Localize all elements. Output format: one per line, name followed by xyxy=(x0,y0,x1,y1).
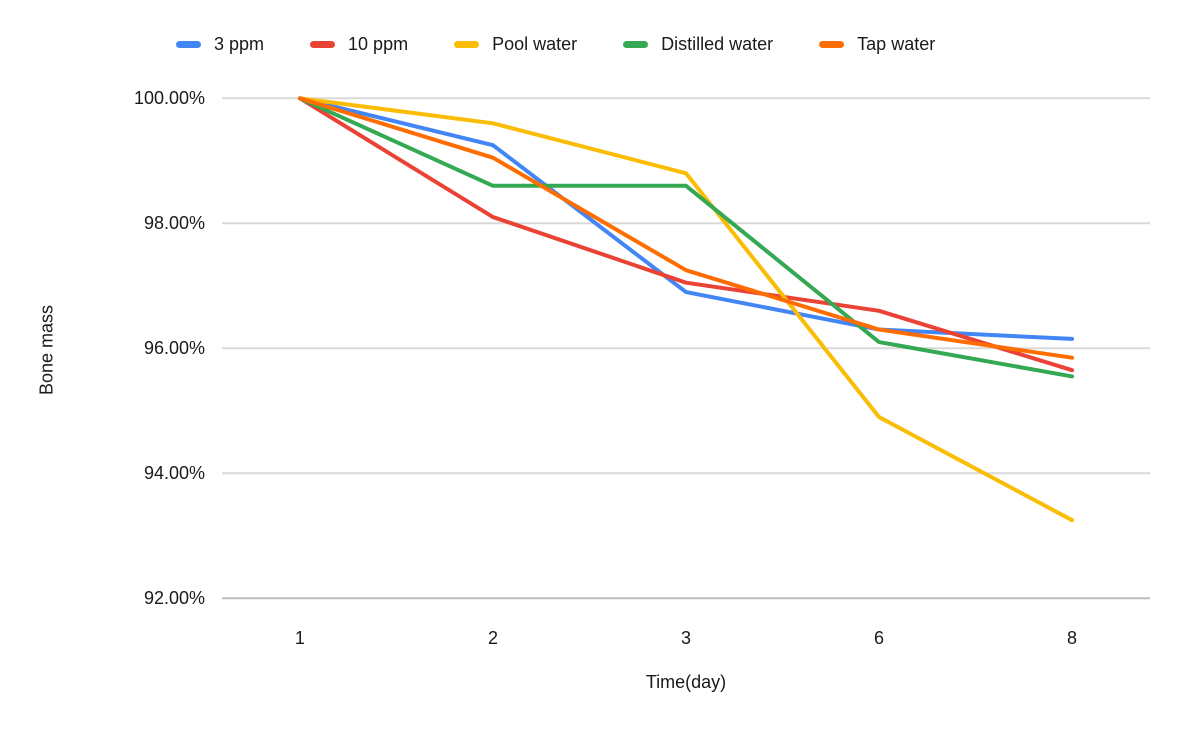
legend-item: 10 ppm xyxy=(310,34,408,55)
x-axis-tick-label: 8 xyxy=(1067,628,1078,648)
legend-swatch-icon xyxy=(819,41,845,48)
x-axis-tick-label: 1 xyxy=(294,628,305,648)
x-axis-title: Time(day) xyxy=(645,672,727,692)
legend-swatch-icon xyxy=(623,41,649,48)
legend-item: 3 ppm xyxy=(176,34,264,55)
legend-swatch-icon xyxy=(176,41,201,48)
legend-swatch-icon xyxy=(310,41,336,48)
y-axis-tick-label: 92.00% xyxy=(143,588,205,609)
legend-item: Distilled water xyxy=(623,34,773,55)
legend-item: Pool water xyxy=(454,34,577,55)
x-axis-tick-label: 6 xyxy=(874,628,885,648)
y-axis-tick-label: 94.00% xyxy=(143,463,205,484)
legend: 3 ppm 10 ppm Pool water Distilled water Tap … xyxy=(176,34,935,55)
series-line-pool-water xyxy=(297,96,1075,523)
legend-label: Distilled water xyxy=(661,34,774,54)
x-axis-tick-label: 2 xyxy=(487,628,498,648)
legend-label: 3 ppm xyxy=(214,34,265,54)
series-line-tap-water xyxy=(297,96,1075,360)
series-line-10-ppm xyxy=(297,96,1075,373)
y-axis-title: Bone mass xyxy=(36,304,57,396)
legend-label: Pool water xyxy=(492,34,578,54)
legend-label: Tap water xyxy=(857,34,936,54)
legend-item: Tap water xyxy=(819,34,935,55)
legend-label: 10 ppm xyxy=(348,34,409,54)
legend-swatch-icon xyxy=(454,41,480,48)
y-axis-tick-label: 96.00% xyxy=(143,338,205,359)
y-axis-tick-label: 100.00% xyxy=(133,88,205,109)
series-line-distilled-water xyxy=(297,96,1075,379)
x-axis-tick-label: 3 xyxy=(680,628,692,648)
y-axis-tick-label: 98.00% xyxy=(143,213,205,234)
